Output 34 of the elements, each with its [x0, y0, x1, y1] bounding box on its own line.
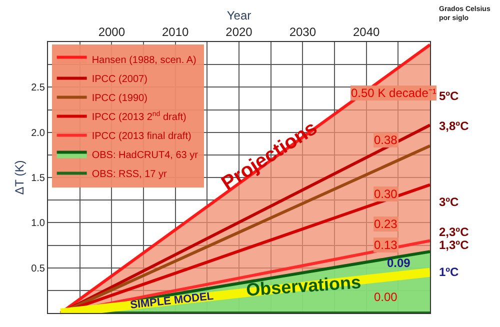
y-tick-label: 2.5 — [31, 82, 46, 94]
text: 2,3ºC — [439, 225, 470, 239]
x-tick-label: 2040 — [352, 25, 380, 40]
annotation: 0.50 K decade⁻¹ — [351, 86, 436, 100]
legend-label: Hansen (1988, scen. A) — [92, 55, 196, 66]
annotation: 0.38 — [374, 133, 398, 147]
x-tick-label: 2020 — [226, 25, 253, 40]
x-tick-label: 2000 — [98, 25, 126, 40]
y-tick-label: 2.0 — [31, 128, 46, 139]
annotation: 0.30 — [374, 187, 398, 201]
annotation: 0.00 — [374, 290, 398, 304]
text: 3ºC — [439, 195, 460, 209]
annotation: 0.13 — [374, 238, 398, 252]
text: 5ºC — [439, 89, 460, 103]
legend-label: OBS: RSS, 17 yr — [92, 169, 168, 180]
x-tick-label: 2030 — [289, 25, 316, 40]
y-tick-label: 1.5 — [31, 173, 46, 184]
legend-label: IPCC (2013 final draft) — [92, 131, 192, 142]
x-axis-title: Year — [226, 8, 252, 22]
text: 1ºC — [439, 265, 460, 279]
y-axis-title: ΔT (K) — [12, 160, 26, 195]
y-tick-label: 1.0 — [31, 218, 46, 230]
legend-label: IPCC (2013 2$^{nd}$ draft) — [92, 110, 186, 124]
annotation: 0.09 — [387, 256, 411, 270]
legend-label: IPCC (2007) — [92, 74, 148, 86]
x-tick-label: 2010 — [162, 25, 189, 40]
y-tick-label: 0.5 — [31, 263, 46, 274]
text: 3,8ºC — [439, 119, 470, 133]
text: 1,3ºC — [439, 238, 470, 252]
annotation: Observations — [245, 272, 362, 300]
legend-label: IPCC (1990) — [92, 93, 148, 104]
legend-label: OBS: HadCRUT4, 63 yr — [92, 150, 199, 162]
annotation: 0.23 — [374, 217, 398, 231]
text: SIMPLE MODEL — [130, 290, 214, 312]
